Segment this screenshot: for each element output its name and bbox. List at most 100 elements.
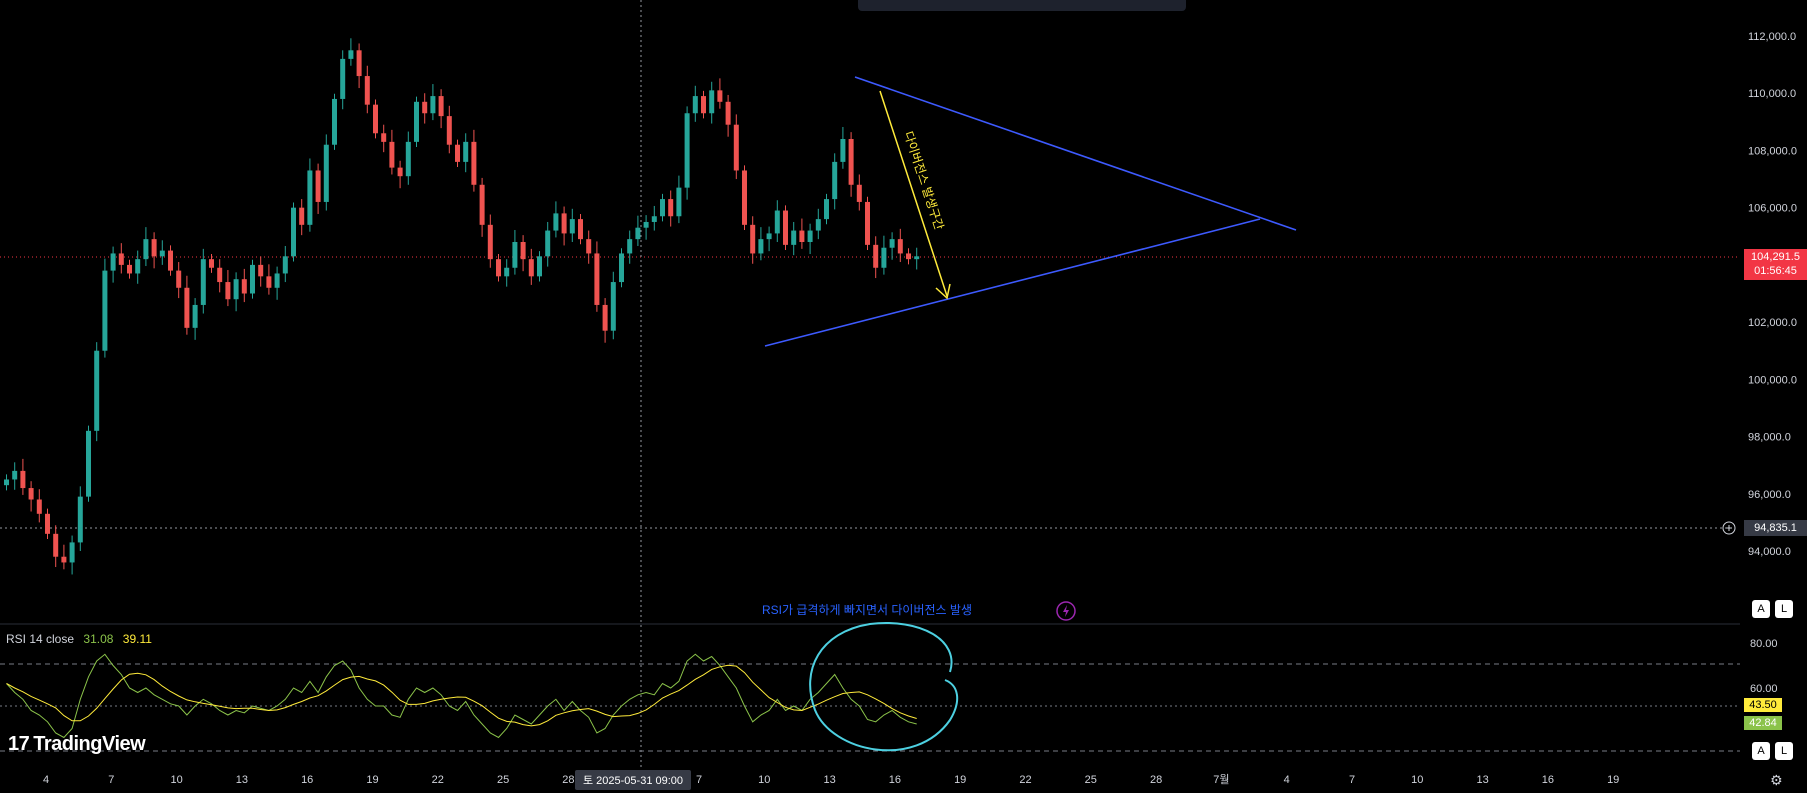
candle bbox=[143, 239, 149, 260]
candle bbox=[520, 242, 526, 260]
candle bbox=[824, 199, 829, 220]
rsi-ma-value-tag: 43.50 bbox=[1744, 698, 1782, 712]
candle bbox=[373, 104, 378, 134]
time-axis-label: 19 bbox=[1607, 774, 1619, 786]
candle bbox=[225, 282, 231, 300]
divergence-arrow-head bbox=[935, 283, 951, 300]
candle bbox=[315, 170, 321, 202]
current-price-value: 104,291.5 bbox=[1751, 251, 1800, 263]
candle bbox=[422, 101, 428, 114]
candle bbox=[807, 230, 813, 242]
crosshair-price-value: 94,835.1 bbox=[1754, 522, 1797, 534]
candle bbox=[77, 496, 83, 543]
candle bbox=[414, 101, 419, 142]
candle bbox=[127, 264, 132, 274]
candle bbox=[660, 199, 665, 217]
candle bbox=[274, 273, 280, 288]
candle bbox=[446, 116, 452, 145]
rsi-auto-scale-button[interactable]: A bbox=[1752, 742, 1770, 760]
candle bbox=[799, 230, 805, 242]
candle bbox=[733, 124, 739, 171]
price-axis-label: 102,000.0 bbox=[1748, 317, 1797, 329]
time-axis-label: 4 bbox=[1284, 774, 1290, 786]
time-axis-label: 7 bbox=[1349, 774, 1355, 786]
time-axis-label: 13 bbox=[1476, 774, 1488, 786]
time-axis-label: 19 bbox=[954, 774, 966, 786]
candle bbox=[717, 90, 723, 102]
candle bbox=[258, 264, 264, 277]
candle bbox=[118, 253, 124, 265]
rsi-log-scale-button[interactable]: L bbox=[1775, 742, 1793, 760]
price-axis-label: 106,000.0 bbox=[1748, 203, 1797, 215]
candle bbox=[561, 213, 567, 234]
candle bbox=[914, 256, 920, 260]
time-axis-label: 25 bbox=[1085, 774, 1097, 786]
divergence-arrow bbox=[879, 90, 948, 297]
candle bbox=[159, 250, 165, 257]
candle bbox=[348, 50, 354, 59]
rsi-legend-name: RSI 14 close bbox=[6, 632, 75, 646]
log-scale-button[interactable]: L bbox=[1775, 600, 1793, 618]
candle bbox=[332, 98, 337, 145]
candle bbox=[537, 256, 542, 277]
candle bbox=[553, 213, 559, 231]
candle bbox=[455, 144, 460, 162]
candle bbox=[61, 556, 67, 563]
settings-icon[interactable]: ⚙ bbox=[1770, 772, 1783, 788]
rsi-line bbox=[6, 653, 917, 739]
time-axis-label: 22 bbox=[432, 774, 444, 786]
price-pane: 다이버전스 발생구간 112,000.0 110,000.0 108,000.0 10… bbox=[0, 0, 1797, 770]
candle bbox=[364, 76, 370, 105]
time-axis-label: 28 bbox=[1150, 774, 1162, 786]
add-alert-icon[interactable] bbox=[1722, 521, 1736, 535]
candle bbox=[151, 239, 157, 257]
rsi-ma-line bbox=[6, 664, 917, 727]
auto-scale-button[interactable]: A bbox=[1752, 600, 1770, 618]
candle bbox=[356, 50, 362, 77]
candle bbox=[594, 253, 600, 305]
candle bbox=[668, 199, 674, 217]
candle bbox=[651, 216, 657, 222]
rsi-legend-value1: 31.08 bbox=[83, 632, 114, 646]
crosshair-price-tag: 94,835.1 bbox=[1744, 520, 1807, 536]
time-axis-label: 7 bbox=[108, 774, 114, 786]
candle bbox=[742, 170, 747, 225]
tradingview-logo[interactable]: 17 TradingView bbox=[8, 733, 146, 755]
candle bbox=[135, 259, 141, 274]
candle bbox=[217, 267, 223, 283]
time-axis-label: 10 bbox=[1411, 774, 1423, 786]
price-axis-label: 96,000.0 bbox=[1748, 489, 1791, 501]
candle bbox=[102, 270, 108, 351]
candle bbox=[307, 170, 313, 225]
candle bbox=[36, 499, 42, 514]
candle bbox=[20, 470, 26, 489]
candle bbox=[840, 139, 846, 162]
rsi-legend-value2: 39.11 bbox=[122, 632, 152, 646]
top-toolbar[interactable] bbox=[858, 0, 1186, 11]
candle bbox=[881, 247, 887, 268]
candle bbox=[397, 167, 403, 177]
candle bbox=[168, 250, 173, 271]
candle bbox=[94, 350, 100, 431]
time-axis-label: 22 bbox=[1019, 774, 1031, 786]
rsi-value-tag: 42.84 bbox=[1744, 716, 1782, 730]
price-axis-label: 108,000.0 bbox=[1748, 145, 1797, 157]
candle bbox=[602, 304, 608, 331]
candle bbox=[586, 239, 592, 254]
candle bbox=[578, 219, 583, 240]
rsi-legend[interactable]: RSI 14 close 31.08 39.11 bbox=[6, 632, 158, 646]
candle bbox=[12, 470, 18, 480]
time-axis: 471013161922252847101316192225287월471013… bbox=[43, 773, 1619, 786]
candle bbox=[676, 187, 682, 217]
time-axis-label: 28 bbox=[562, 774, 574, 786]
candle bbox=[487, 224, 493, 260]
candle bbox=[569, 219, 575, 234]
candle bbox=[438, 96, 444, 117]
candle bbox=[45, 513, 50, 534]
lightning-icon[interactable] bbox=[1056, 601, 1076, 621]
rsi-axis: 80.00 60.00 bbox=[1750, 638, 1778, 695]
time-axis-label: 16 bbox=[889, 774, 901, 786]
candle bbox=[86, 430, 91, 497]
price-axis-label: 110,000.0 bbox=[1748, 88, 1796, 100]
